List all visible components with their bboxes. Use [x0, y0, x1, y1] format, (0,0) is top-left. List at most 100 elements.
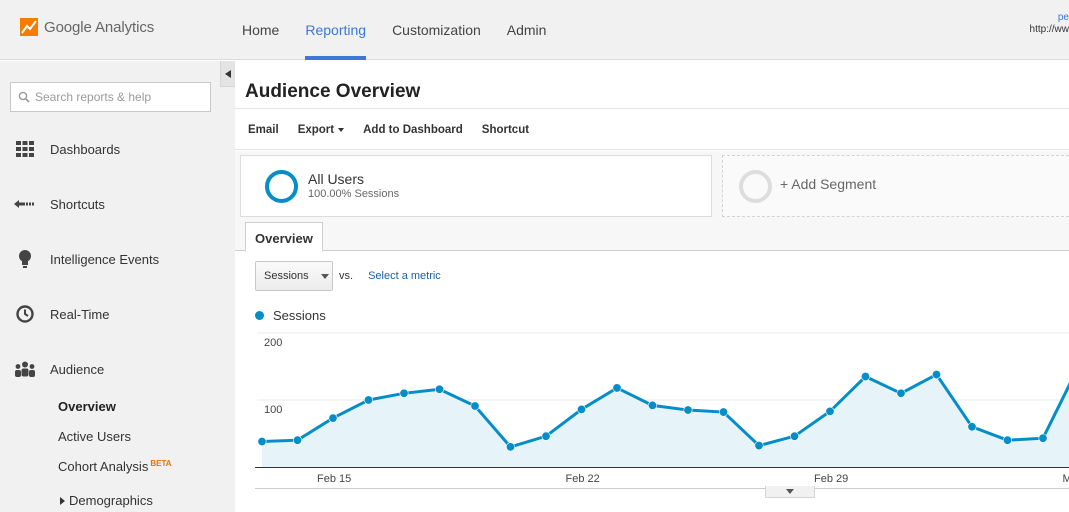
x-tick-label: Feb 29: [814, 473, 848, 485]
page-title: Audience Overview: [245, 81, 421, 102]
sidebar-item-label: Shortcuts: [50, 196, 105, 212]
beta-badge: BETA: [150, 459, 172, 468]
metric-selector-row: Sessions vs. Select a metric: [255, 261, 441, 291]
data-point: [754, 441, 764, 451]
segment-all-users[interactable]: All Users 100.00% Sessions: [240, 155, 712, 217]
sessions-chart: 200 100 Feb 15 Feb 22 Feb 29 M: [255, 332, 1069, 489]
sidebar-item-label: Intelligence Events: [50, 251, 160, 267]
legend-label: Sessions: [273, 308, 326, 323]
metric-dropdown-value: Sessions: [264, 270, 309, 282]
segment-name: All Users: [308, 171, 365, 187]
main-content: Audience Overview Email Export Add to Da…: [235, 61, 1069, 512]
data-point: [257, 437, 267, 447]
top-bar: Google Analytics Home Reporting Customiz…: [0, 0, 1069, 60]
sidebar: Dashboards Shortcuts Intelligence Events…: [0, 61, 235, 512]
clock-icon: [14, 303, 36, 325]
data-point: [1002, 435, 1012, 445]
google-analytics-logo[interactable]: Google Analytics: [20, 18, 154, 36]
segment-sessions-percent: 100.00% Sessions: [308, 188, 400, 200]
app-name: Google Analytics: [44, 18, 155, 36]
tab-overview[interactable]: Overview: [245, 222, 323, 252]
email-button[interactable]: Email: [248, 123, 279, 136]
sidebar-item-label: Real-Time: [50, 306, 110, 322]
series-area: [262, 374, 1069, 467]
search-input[interactable]: [35, 90, 205, 104]
empty-segment-ring-icon: [739, 170, 772, 203]
account-selector[interactable]: pe http://ww: [1019, 12, 1069, 36]
x-tick-label: M: [1063, 473, 1069, 485]
shortcut-arrow-icon: [14, 193, 36, 215]
sidebar-item-real-time[interactable]: Real-Time: [0, 299, 235, 329]
chart-legend: Sessions: [255, 308, 326, 323]
analytics-logo-icon: [20, 18, 38, 36]
add-segment-label: + Add Segment: [780, 176, 877, 192]
collapse-sidebar-button[interactable]: [220, 61, 235, 87]
y-tick-label: 200: [264, 337, 282, 349]
sidebar-item-label: Audience: [50, 361, 105, 377]
nav-home[interactable]: Home: [242, 22, 280, 38]
data-point: [967, 422, 977, 432]
data-point: [647, 400, 657, 410]
metric-dropdown[interactable]: Sessions: [255, 261, 333, 291]
nav-admin[interactable]: Admin: [506, 22, 547, 38]
add-to-dashboard-button[interactable]: Add to Dashboard: [363, 123, 463, 136]
sidebar-item-dashboards[interactable]: Dashboards: [0, 134, 235, 164]
data-point: [718, 407, 728, 417]
data-point: [470, 401, 480, 411]
search-icon: [18, 91, 30, 103]
search-reports-box[interactable]: [10, 82, 211, 112]
data-point: [435, 384, 445, 394]
chart-resize-handle[interactable]: [765, 486, 815, 498]
export-label: Export: [297, 123, 335, 136]
shortcut-button[interactable]: Shortcut: [481, 123, 530, 136]
data-point: [896, 388, 906, 398]
chevron-down-icon: [320, 273, 329, 279]
y-tick-label: 100: [264, 404, 282, 416]
data-point: [399, 388, 409, 398]
segment-area: All Users 100.00% Sessions + Add Segment: [235, 151, 1069, 221]
chevron-left-icon: [225, 69, 231, 78]
data-point: [505, 442, 515, 452]
sidebar-item-label: Dashboards: [50, 141, 121, 157]
chevron-down-icon: [786, 489, 794, 494]
data-point: [860, 372, 870, 382]
data-point: [612, 383, 622, 393]
caret-right-icon: [60, 496, 65, 505]
segment-ring-icon: [265, 170, 298, 203]
account-url: http://ww: [1029, 24, 1069, 35]
demographics-label: Demographics: [69, 493, 153, 508]
chevron-down-icon: [338, 127, 345, 132]
export-button[interactable]: Export: [297, 123, 345, 136]
data-point: [1038, 433, 1048, 443]
report-tabs: Overview: [235, 221, 1069, 252]
select-metric-link[interactable]: Select a metric: [368, 270, 441, 282]
data-point: [541, 431, 551, 441]
data-point: [789, 431, 799, 441]
cohort-analysis-label: Cohort Analysis: [58, 459, 149, 474]
data-point: [825, 406, 835, 416]
sidebar-sub-active-users[interactable]: Active Users: [58, 429, 131, 444]
vs-label: vs.: [339, 270, 354, 282]
data-point: [328, 413, 338, 423]
main-nav: Home Reporting Customization Admin: [229, 0, 559, 60]
sidebar-item-audience[interactable]: Audience: [0, 354, 235, 384]
data-point: [292, 435, 302, 445]
account-name: pe: [1057, 12, 1069, 23]
sidebar-item-shortcuts[interactable]: Shortcuts: [0, 189, 235, 219]
data-point: [364, 395, 374, 405]
sidebar-sub-cohort-analysis[interactable]: Cohort Analysis BETA: [58, 459, 172, 474]
nav-reporting[interactable]: Reporting: [292, 0, 379, 60]
title-row: Audience Overview: [235, 61, 1069, 109]
data-point: [931, 370, 941, 380]
series-line-sessions: [261, 372, 1069, 449]
legend-dot: [255, 311, 264, 320]
x-tick-label: Feb 22: [566, 473, 600, 485]
data-point: [576, 404, 586, 414]
lightbulb-icon: [14, 248, 36, 270]
add-segment-button[interactable]: + Add Segment: [722, 155, 1069, 217]
grid-icon: [14, 138, 36, 160]
sidebar-item-intelligence-events[interactable]: Intelligence Events: [0, 244, 235, 274]
nav-customization[interactable]: Customization: [392, 22, 481, 38]
sidebar-sub-overview[interactable]: Overview: [58, 399, 116, 414]
sidebar-sub-demographics[interactable]: Demographics: [60, 493, 153, 508]
